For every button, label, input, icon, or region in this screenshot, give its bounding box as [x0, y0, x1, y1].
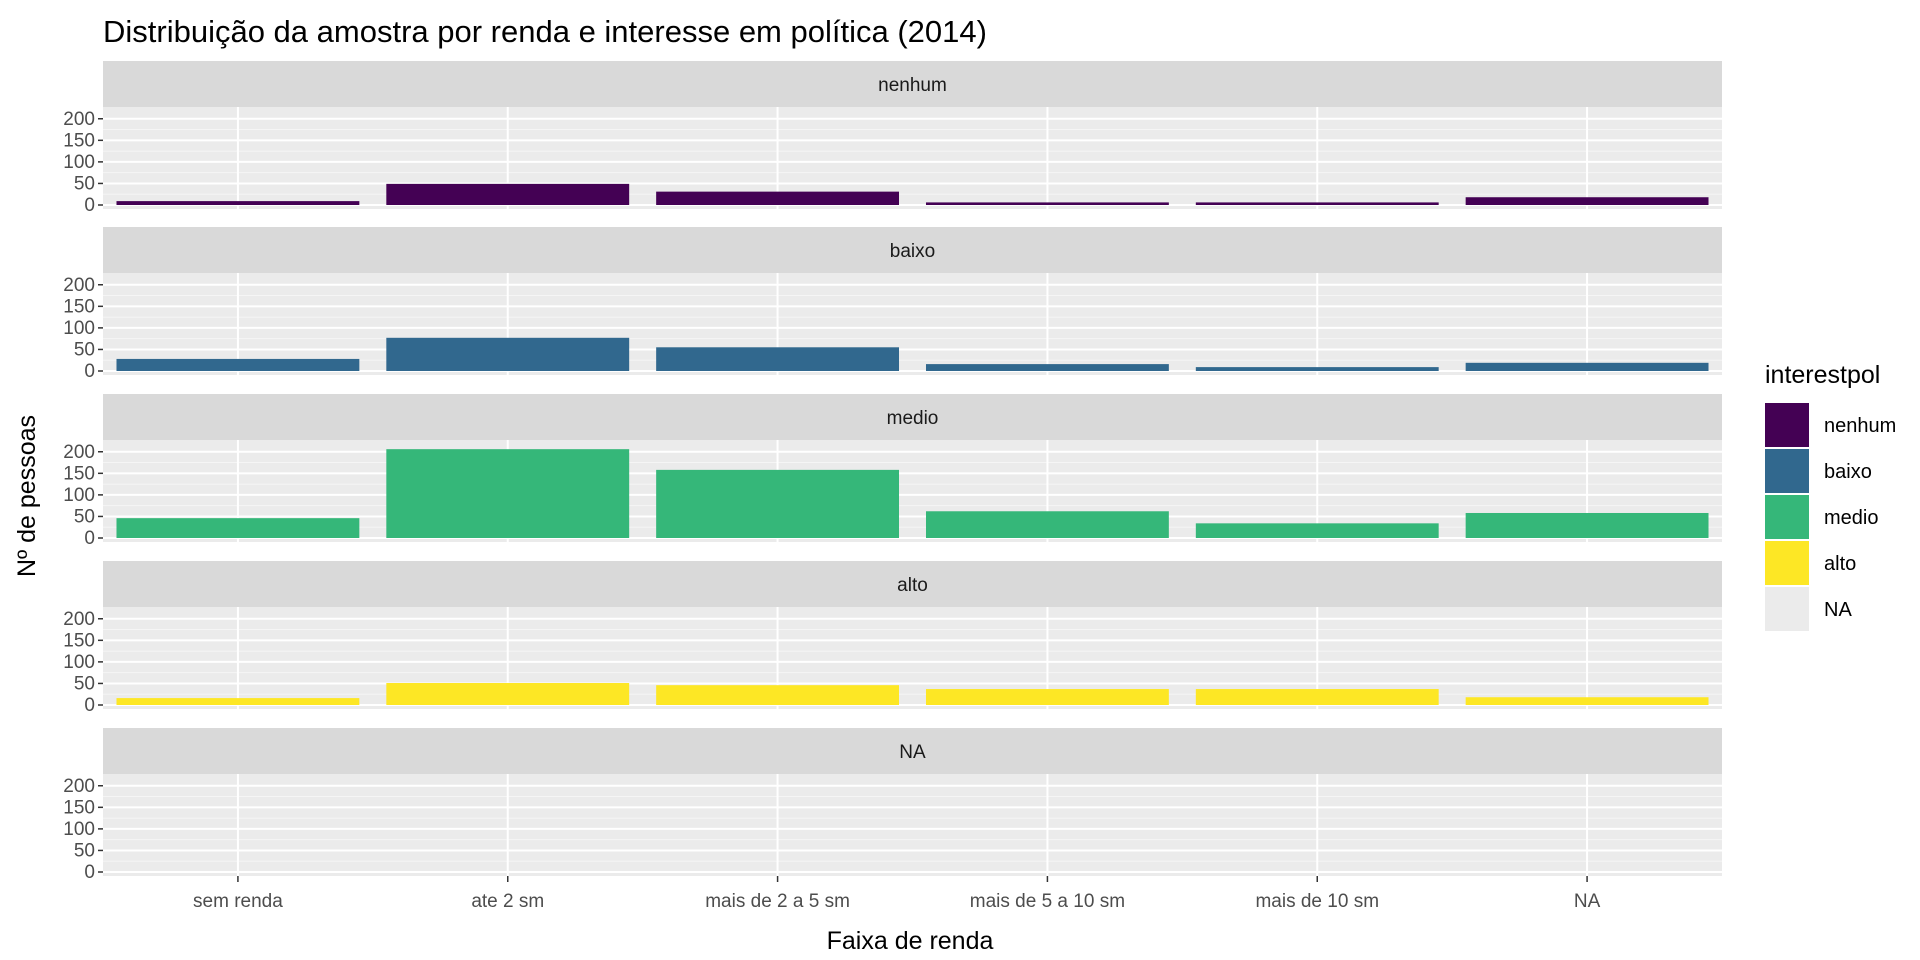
bar-alto-0 — [116, 698, 360, 705]
y-tick-label: 100 — [63, 819, 95, 840]
y-tick-label: 100 — [63, 152, 95, 173]
legend-key-baixo — [1765, 449, 1809, 493]
bar-baixo-4 — [1195, 367, 1439, 371]
panel-background — [103, 607, 1722, 709]
y-tick-label: 150 — [63, 130, 95, 151]
y-tick-label: 50 — [74, 339, 95, 360]
facet-strip-label: alto — [897, 575, 928, 596]
bar-medio-2 — [656, 469, 900, 538]
bar-baixo-5 — [1465, 362, 1709, 371]
facet-panels: nenhum050100150200baixo050100150200medio… — [63, 61, 1722, 883]
legend-key-nenhum — [1765, 403, 1809, 447]
y-tick-label: 200 — [63, 776, 95, 797]
y-tick-label: 0 — [84, 528, 95, 549]
bar-medio-3 — [925, 511, 1169, 538]
bar-alto-4 — [1195, 689, 1439, 705]
y-axis-title: Nº de pessoas — [13, 415, 41, 577]
facet-strip-label: medio — [887, 408, 939, 429]
bar-medio-0 — [116, 518, 360, 538]
bar-medio-1 — [386, 449, 630, 538]
legend-label: NA — [1824, 599, 1852, 621]
x-tick-label: ate 2 sm — [471, 891, 544, 912]
facet-strip-label: nenhum — [878, 75, 947, 96]
bar-baixo-1 — [386, 337, 630, 371]
y-tick-label: 100 — [63, 485, 95, 506]
facet-strip — [103, 227, 1722, 273]
legend-key-medio — [1765, 495, 1809, 539]
y-tick-label: 100 — [63, 318, 95, 339]
bar-nenhum-3 — [925, 202, 1169, 205]
x-tick-label: mais de 10 sm — [1255, 891, 1379, 912]
bar-baixo-2 — [656, 347, 900, 371]
bar-medio-4 — [1195, 523, 1439, 538]
legend-key-NA — [1765, 587, 1809, 631]
x-tick-label: mais de 2 a 5 sm — [705, 891, 850, 912]
facet-strip — [103, 394, 1722, 440]
y-tick-label: 200 — [63, 442, 95, 463]
bar-nenhum-5 — [1465, 197, 1709, 205]
bar-nenhum-1 — [386, 183, 630, 205]
x-axis-ticks: sem renda ate 2 sm mais de 2 a 5 sm mais de… — [193, 876, 1601, 912]
bar-baixo-0 — [116, 358, 360, 371]
legend: interestpol nenhum baixo medio alto NA — [1765, 361, 1896, 631]
bar-alto-2 — [656, 685, 900, 705]
facet-strip-label: baixo — [890, 241, 935, 262]
y-tick-label: 200 — [63, 609, 95, 630]
y-tick-label: 50 — [74, 173, 95, 194]
legend-label: alto — [1824, 553, 1856, 575]
y-tick-label: 0 — [84, 195, 95, 216]
bar-nenhum-2 — [656, 191, 900, 205]
y-tick-label: 150 — [63, 797, 95, 818]
bar-alto-1 — [386, 683, 630, 705]
chart-title: Distribuição da amostra por renda e inte… — [103, 14, 987, 49]
legend-title: interestpol — [1765, 361, 1880, 389]
bar-baixo-3 — [925, 364, 1169, 371]
y-tick-label: 200 — [63, 109, 95, 130]
facet-strip — [103, 61, 1722, 107]
x-tick-label: NA — [1574, 891, 1601, 912]
x-axis-title: Faixa de renda — [827, 927, 994, 955]
x-tick-label: mais de 5 a 10 sm — [970, 891, 1125, 912]
facet-strip-label: NA — [899, 742, 926, 763]
y-tick-label: 200 — [63, 275, 95, 296]
x-tick-label: sem renda — [193, 891, 283, 912]
legend-label: medio — [1824, 507, 1878, 529]
panel-background — [103, 273, 1722, 375]
y-tick-label: 150 — [63, 630, 95, 651]
y-tick-label: 50 — [74, 506, 95, 527]
panel-background — [103, 440, 1722, 542]
panel-background — [103, 107, 1722, 209]
legend-label: nenhum — [1824, 415, 1896, 437]
bar-medio-5 — [1465, 512, 1709, 538]
panel-background — [103, 774, 1722, 876]
facet-strip — [103, 561, 1722, 607]
bar-alto-3 — [925, 689, 1169, 705]
y-tick-label: 50 — [74, 840, 95, 861]
y-tick-label: 100 — [63, 652, 95, 673]
y-tick-label: 0 — [84, 695, 95, 716]
bar-nenhum-4 — [1195, 202, 1439, 205]
y-tick-label: 50 — [74, 673, 95, 694]
y-tick-label: 0 — [84, 361, 95, 382]
y-tick-label: 150 — [63, 463, 95, 484]
y-tick-label: 150 — [63, 296, 95, 317]
bar-alto-5 — [1465, 697, 1709, 705]
legend-key-alto — [1765, 541, 1809, 585]
facet-strip — [103, 728, 1722, 774]
legend-label: baixo — [1824, 461, 1872, 483]
y-tick-label: 0 — [84, 862, 95, 883]
bar-nenhum-0 — [116, 201, 360, 205]
